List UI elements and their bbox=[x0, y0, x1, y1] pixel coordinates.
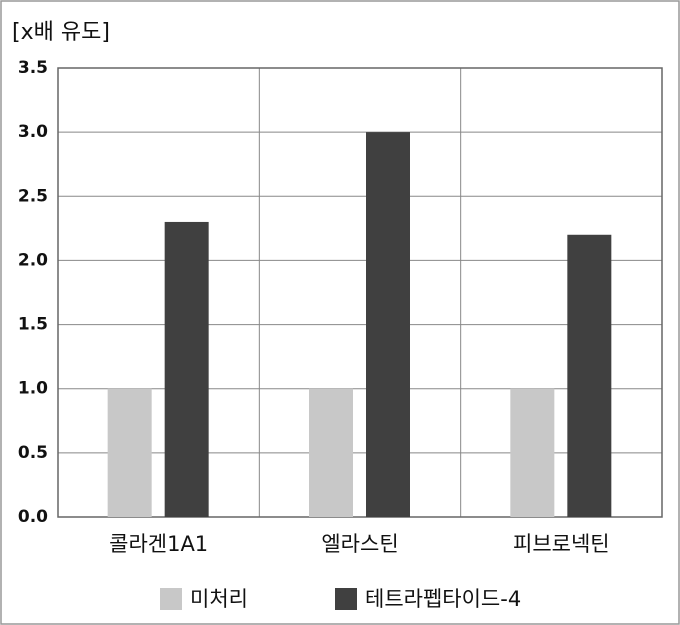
legend-swatch bbox=[335, 588, 357, 610]
bar bbox=[366, 132, 410, 517]
y-tick-label: 1.0 bbox=[18, 379, 48, 399]
y-tick-label: 3.5 bbox=[18, 58, 48, 78]
legend-label: 테트라펩타이드-4 bbox=[365, 587, 521, 611]
y-tick-label: 2.0 bbox=[18, 250, 48, 270]
y-tick-label: 0.0 bbox=[18, 507, 48, 527]
y-tick-label: 3.0 bbox=[18, 122, 48, 142]
y-tick-label: 1.5 bbox=[18, 315, 48, 335]
y-tick-label: 2.5 bbox=[18, 186, 48, 206]
legend-label: 미처리 bbox=[190, 587, 248, 611]
bar bbox=[107, 388, 152, 517]
legend-swatch bbox=[160, 588, 182, 610]
bar bbox=[164, 221, 209, 517]
x-tick-label: 피브로넥틴 bbox=[513, 532, 610, 556]
bar bbox=[567, 234, 612, 517]
x-tick-label: 엘라스틴 bbox=[321, 532, 398, 556]
plot-border bbox=[57, 67, 663, 518]
bar bbox=[309, 388, 353, 517]
y-tick-label: 0.5 bbox=[18, 443, 48, 463]
x-tick-label: 콜라겐1A1 bbox=[109, 532, 208, 556]
bar bbox=[510, 388, 555, 517]
y-axis-label: [x배 유도] bbox=[12, 20, 110, 45]
